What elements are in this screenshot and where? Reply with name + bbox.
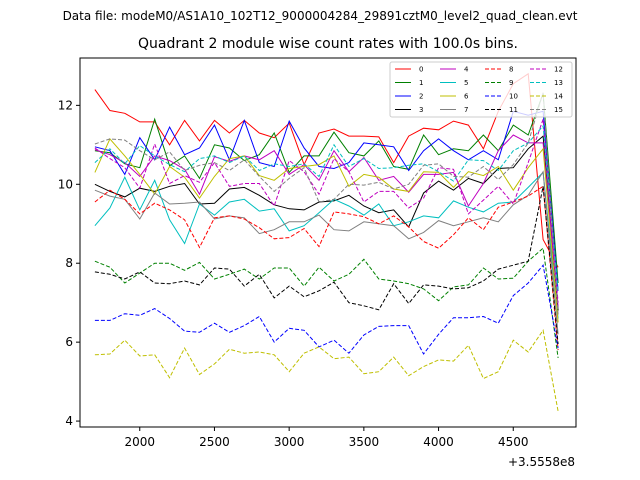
- legend-label-8: 8: [509, 66, 513, 74]
- y-tick-label: 4: [65, 414, 73, 428]
- x-tick-label: 4000: [423, 435, 454, 449]
- series-line-9: [94, 247, 559, 358]
- file-caption: Data file: modeM0/AS1A10_102T12_90000042…: [63, 9, 578, 23]
- series-line-3: [94, 135, 559, 311]
- series-line-12: [94, 119, 559, 303]
- series-line-5: [94, 171, 559, 319]
- legend-label-14: 14: [554, 93, 563, 101]
- legend-box: [389, 61, 573, 118]
- chart-title: Quadrant 2 module wise count rates with …: [138, 36, 518, 52]
- series-layer: [94, 72, 559, 412]
- x-tick-label: 2500: [199, 435, 230, 449]
- series-line-1: [94, 93, 559, 284]
- legend-label-3: 3: [419, 106, 423, 114]
- legend-label-0: 0: [419, 66, 423, 74]
- series-line-10: [94, 264, 559, 355]
- x-tick-label: 3000: [274, 435, 305, 449]
- legend-label-13: 13: [554, 79, 563, 87]
- legend-label-7: 7: [464, 106, 468, 114]
- x-offset-label: +3.5558e8: [508, 455, 575, 469]
- x-tick-label: 2000: [124, 435, 155, 449]
- legend-label-5: 5: [464, 79, 468, 87]
- legend-label-2: 2: [419, 93, 423, 101]
- axis-ticks: 2000 2500 3000 3500 4000 4500 4 6 8 10 12: [58, 98, 529, 449]
- series-line-13: [94, 124, 559, 291]
- x-tick-label: 3500: [349, 435, 380, 449]
- legend-label-12: 12: [554, 66, 563, 74]
- series-line-8: [94, 185, 559, 351]
- plot-frame: [79, 57, 577, 428]
- legend-label-1: 1: [419, 79, 423, 87]
- legend-label-9: 9: [509, 79, 513, 87]
- series-line-4: [94, 134, 559, 307]
- series-line-15: [94, 92, 559, 315]
- legend-label-11: 11: [509, 106, 518, 114]
- series-line-0: [94, 72, 559, 268]
- series-line-7: [94, 170, 559, 335]
- y-tick-label: 8: [65, 256, 73, 270]
- series-line-2: [94, 110, 559, 291]
- series-line-14: [94, 329, 559, 412]
- series-line-11: [94, 186, 559, 345]
- legend-label-4: 4: [464, 66, 469, 74]
- y-tick-label: 6: [65, 335, 73, 349]
- y-tick-label: 12: [58, 98, 73, 112]
- x-tick-label: 4500: [498, 435, 529, 449]
- legend-label-15: 15: [554, 106, 563, 114]
- y-tick-label: 10: [58, 177, 73, 191]
- legend-label-6: 6: [464, 93, 469, 101]
- legend-label-10: 10: [509, 93, 518, 101]
